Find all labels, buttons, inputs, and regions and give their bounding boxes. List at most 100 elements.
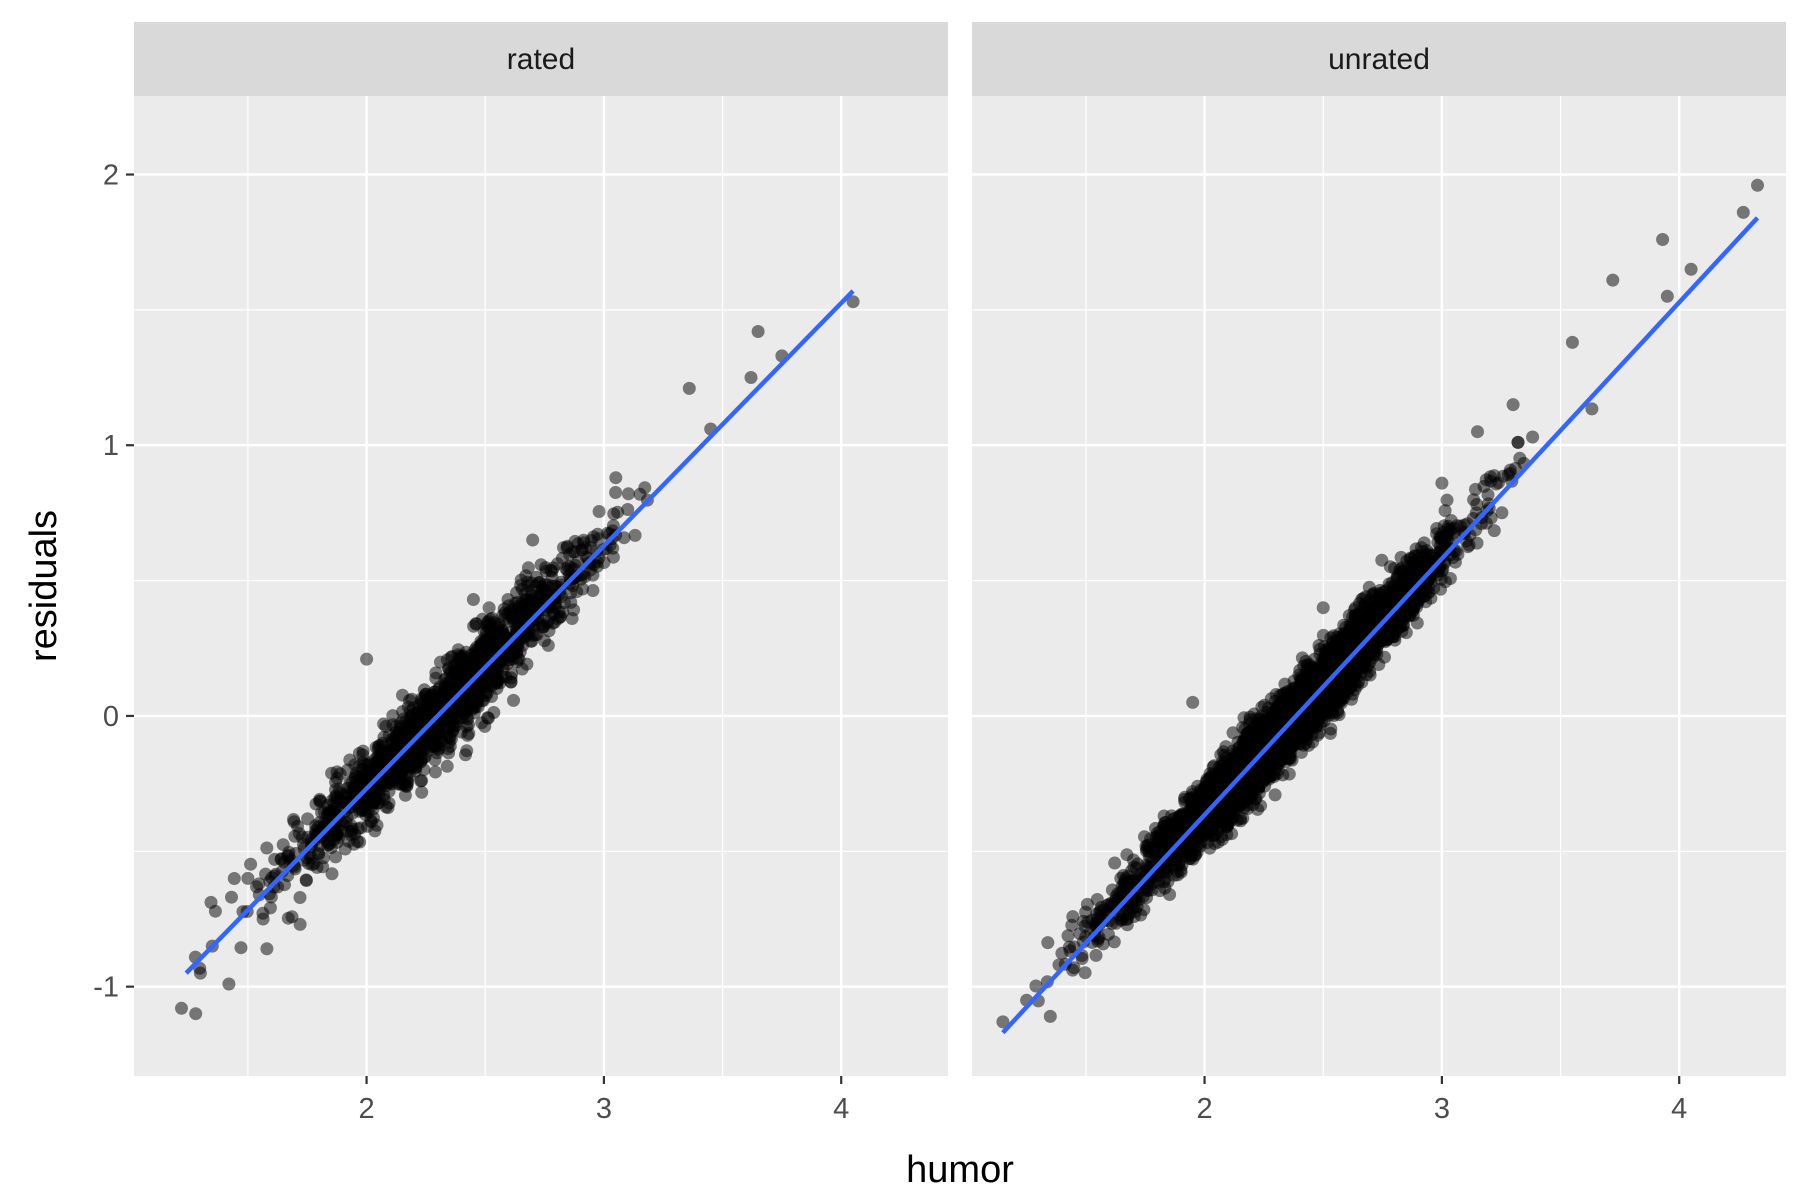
data-point: [392, 728, 406, 742]
data-point: [621, 487, 635, 501]
data-point: [413, 737, 427, 751]
data-point: [428, 753, 442, 767]
data-point: [507, 693, 520, 707]
data-point: [276, 838, 290, 852]
data-point: [260, 942, 274, 956]
data-point: [417, 683, 431, 697]
data-point: [360, 652, 374, 666]
data-point: [1440, 493, 1454, 507]
data-point: [357, 769, 371, 783]
data-point: [403, 759, 417, 772]
data-point: [533, 575, 547, 589]
data-point: [260, 841, 274, 855]
data-point: [1029, 979, 1043, 993]
data-point: [499, 670, 513, 684]
x-tick-label: 4: [833, 1093, 849, 1125]
data-point: [485, 611, 499, 625]
strip-rated: [134, 22, 948, 96]
data-point: [1226, 726, 1240, 740]
data-point: [462, 718, 475, 732]
data-point: [326, 833, 340, 847]
data-point: [486, 634, 500, 647]
data-point: [587, 530, 600, 544]
data-point: [539, 564, 553, 578]
data-point: [1585, 402, 1599, 416]
data-point: [751, 325, 765, 338]
data-point: [621, 503, 635, 516]
data-point: [204, 895, 218, 909]
data-point: [323, 803, 337, 817]
data-point: [293, 917, 307, 931]
gridlines-unrated: [972, 96, 1786, 1076]
gridlines-rated: [134, 96, 948, 1076]
data-point: [417, 763, 431, 777]
data-point: [356, 744, 370, 758]
data-point: [325, 867, 339, 881]
data-point: [340, 786, 354, 800]
data-point: [346, 822, 360, 836]
data-point: [453, 697, 467, 711]
data-point: [1268, 788, 1282, 802]
data-point: [557, 596, 571, 609]
data-point: [482, 601, 496, 615]
data-point: [1163, 888, 1177, 901]
data-point: [483, 679, 497, 693]
data-point: [263, 901, 277, 915]
data-point: [355, 804, 369, 817]
data-point: [1375, 553, 1389, 567]
data-point: [299, 874, 313, 887]
data-point: [372, 787, 386, 801]
data-point: [541, 616, 554, 629]
data-point: [364, 814, 378, 828]
data-point: [222, 977, 236, 991]
data-point: [440, 759, 454, 773]
data-point: [609, 486, 623, 499]
data-point: [1394, 550, 1408, 564]
data-point: [744, 371, 758, 384]
data-point: [285, 910, 299, 924]
data-point: [526, 593, 540, 607]
data-point: [586, 568, 600, 582]
data-point: [526, 533, 540, 547]
data-point: [175, 1001, 188, 1015]
data-point: [460, 744, 474, 758]
data-point: [592, 505, 606, 518]
data-point: [1078, 919, 1092, 933]
data-point: [415, 774, 429, 788]
data-point: [287, 815, 301, 829]
data-point: [465, 701, 478, 715]
data-point: [225, 890, 238, 904]
x-ticks-rated: 2 3 4: [359, 1076, 849, 1125]
data-point: [565, 612, 579, 625]
data-point: [478, 719, 492, 733]
data-point: [256, 912, 270, 926]
fit-line-rated: [184, 289, 855, 975]
data-point: [496, 626, 510, 640]
data-point: [401, 700, 415, 714]
data-point: [576, 582, 590, 596]
data-point: [509, 611, 523, 625]
x-tick-label: 3: [596, 1093, 612, 1125]
data-point: [432, 741, 446, 755]
data-point: [293, 891, 307, 904]
strip-unrated: [972, 22, 1786, 96]
data-point: [617, 531, 631, 545]
data-point: [520, 657, 534, 671]
data-point: [434, 655, 447, 669]
data-point: [425, 727, 439, 741]
data-point: [428, 765, 442, 779]
data-point: [506, 652, 520, 666]
data-point: [518, 631, 532, 644]
data-point: [459, 668, 473, 682]
data-point: [555, 551, 569, 565]
x-tick-label: 2: [359, 1093, 375, 1125]
data-point: [628, 528, 642, 542]
data-point: [334, 825, 348, 838]
data-point: [1417, 536, 1431, 550]
data-point: [372, 758, 386, 772]
data-point: [382, 728, 396, 742]
data-point: [607, 507, 621, 521]
data-point: [537, 634, 551, 648]
